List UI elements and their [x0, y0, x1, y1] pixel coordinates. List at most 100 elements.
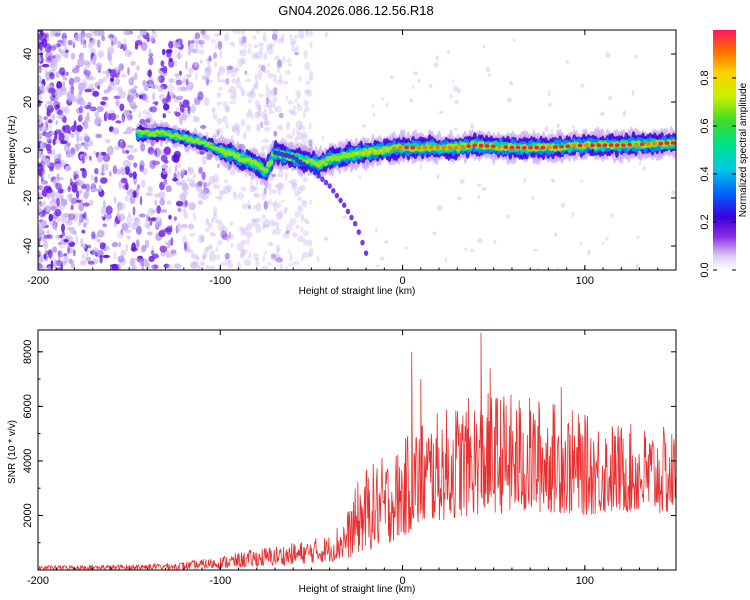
colorbar-label: Normalized spectral amplitude — [738, 82, 749, 217]
noise-blob — [160, 154, 168, 162]
noise-blob — [144, 222, 150, 229]
noise-blob — [162, 65, 168, 74]
signal-track-band-4 — [152, 133, 158, 137]
noise-blob — [248, 92, 256, 99]
noise-blob — [203, 182, 211, 188]
noise-blob — [143, 30, 147, 36]
y-tick-label: 40 — [22, 48, 34, 60]
noise-speck — [536, 267, 541, 270]
noise-blob — [254, 80, 257, 89]
branch-blob — [334, 192, 340, 199]
noise-blob — [265, 100, 269, 108]
noise-blob — [246, 91, 253, 98]
noise-blob — [150, 250, 155, 255]
noise-speck — [233, 90, 237, 96]
noise-speck — [642, 165, 646, 171]
noise-blob — [66, 153, 73, 158]
noise-blob — [83, 69, 91, 77]
noise-speck — [186, 176, 191, 182]
noise-blob — [278, 74, 283, 82]
noise-blob — [301, 200, 308, 205]
spectrogram-noise — [38, 30, 676, 270]
noise-blob — [247, 169, 252, 177]
noise-blob — [229, 100, 237, 105]
noise-blob — [144, 239, 150, 249]
noise-blob — [303, 144, 308, 152]
noise-blob — [197, 180, 203, 186]
noise-blob — [94, 251, 98, 257]
noise-blob — [300, 226, 304, 233]
noise-blob — [148, 255, 155, 263]
noise-blob — [199, 41, 204, 49]
noise-blob — [175, 79, 183, 86]
noise-blob — [55, 191, 61, 201]
noise-blob — [308, 251, 312, 258]
noise-blob — [250, 179, 253, 188]
noise-blob — [82, 120, 89, 125]
signal-core — [559, 144, 564, 149]
noise-blob — [237, 58, 244, 68]
noise-speck — [579, 241, 582, 246]
signal-core — [398, 146, 403, 150]
noise-blob — [127, 114, 133, 121]
noise-blob — [284, 138, 288, 145]
noise-blob — [85, 183, 90, 192]
noise-blob — [231, 78, 237, 84]
noise-blob — [94, 176, 98, 183]
noise-blob — [147, 76, 154, 85]
noise-blob — [46, 86, 52, 93]
noise-blob — [118, 242, 121, 248]
noise-blob — [75, 170, 79, 174]
noise-blob — [94, 30, 103, 37]
noise-speck — [192, 43, 195, 48]
noise-blob — [200, 234, 205, 243]
noise-blob — [139, 195, 143, 206]
noise-speck — [372, 112, 376, 117]
noise-blob — [177, 51, 181, 60]
noise-speck — [323, 236, 329, 241]
noise-blob — [192, 115, 197, 123]
noise-blob — [188, 66, 194, 74]
noise-blob — [289, 33, 293, 41]
noise-blob — [300, 213, 305, 222]
noise-blob — [149, 159, 156, 170]
noise-blob — [128, 172, 133, 178]
noise-blob — [166, 200, 172, 205]
noise-blob — [181, 235, 187, 244]
branch-blob — [283, 152, 289, 159]
noise-blob — [41, 63, 50, 68]
noise-blob — [265, 96, 270, 105]
noise-speck — [446, 50, 451, 54]
noise-blob — [66, 142, 71, 147]
noise-blob — [55, 182, 62, 191]
noise-blob — [109, 33, 114, 38]
noise-blob — [77, 180, 84, 187]
noise-blob — [275, 244, 281, 253]
noise-blob — [302, 201, 308, 208]
noise-blob — [128, 78, 133, 85]
noise-blob — [47, 173, 51, 179]
snr-x-tick-label: 100 — [576, 575, 594, 587]
noise-blob — [303, 89, 311, 95]
noise-blob — [302, 230, 309, 237]
noise-blob — [198, 166, 204, 175]
noise-speck — [635, 263, 640, 269]
noise-blob — [309, 41, 313, 49]
noise-speck — [251, 186, 257, 190]
noise-blob — [163, 146, 171, 156]
noise-blob — [168, 57, 173, 63]
noise-blob — [271, 173, 277, 178]
noise-blob — [309, 70, 314, 77]
noise-speck — [432, 231, 437, 236]
noise-speck — [436, 174, 440, 180]
noise-blob — [174, 49, 177, 55]
noise-blob — [225, 77, 229, 84]
noise-blob — [256, 123, 261, 131]
signal-track-band-4 — [268, 160, 274, 165]
noise-blob — [291, 47, 297, 53]
noise-speck — [453, 85, 458, 92]
noise-blob — [120, 229, 123, 236]
noise-speck — [599, 111, 605, 116]
noise-blob — [67, 245, 70, 255]
noise-blob — [82, 44, 87, 49]
